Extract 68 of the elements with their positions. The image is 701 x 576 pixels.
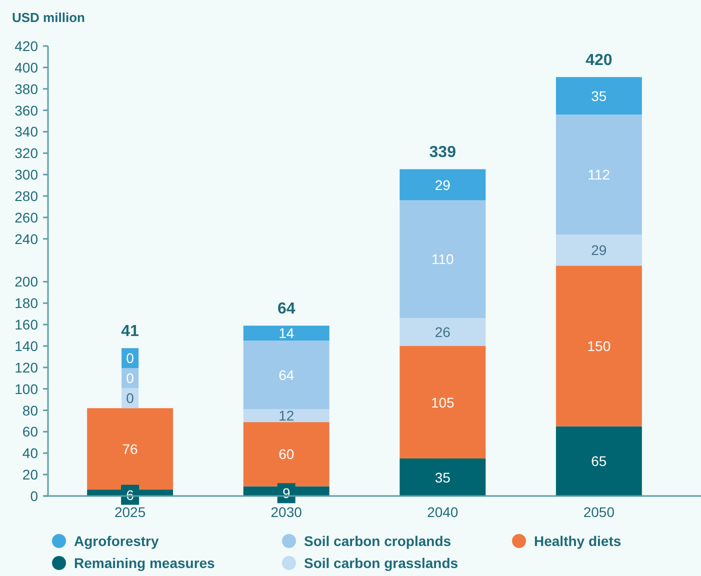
y-tick-label: 280	[14, 188, 38, 204]
bar	[243, 409, 330, 422]
data-label: 150	[587, 338, 611, 354]
y-tick-label: 40	[22, 445, 38, 462]
annotation: 64	[277, 300, 296, 318]
y-tick-label: 320	[14, 145, 38, 162]
y-tick-label: 160	[14, 316, 38, 333]
data-label: 0	[126, 390, 134, 406]
bar	[400, 200, 486, 318]
y-tick-label: 100	[14, 380, 38, 397]
bar	[556, 426, 642, 496]
y-tick-label: 260	[14, 209, 38, 226]
bar	[556, 234, 642, 266]
y-tick-label: 240	[14, 230, 38, 247]
bar	[400, 458, 486, 496]
y-tick-label: 60	[22, 424, 38, 440]
data-label: 105	[430, 394, 455, 410]
y-tick-label: 80	[22, 402, 38, 418]
y-tick-label: 120	[14, 359, 38, 376]
data-label: 110	[431, 251, 454, 268]
data-label: 65	[591, 453, 607, 470]
x-tick-label: 2025	[114, 504, 146, 520]
bar	[556, 114, 642, 235]
y-tick-label: 400	[14, 59, 38, 76]
bar	[243, 422, 330, 486]
data-label: 35	[591, 88, 607, 104]
data-label: 0	[126, 350, 134, 366]
x-tick-label: 2040	[427, 504, 458, 520]
legend-label: Agroforestry	[74, 533, 160, 549]
data-label: 64	[278, 366, 294, 383]
data-label: 14	[278, 325, 294, 342]
bar	[400, 318, 486, 346]
data-label: 0	[126, 370, 134, 386]
legend-label: Healthy diets	[534, 533, 622, 549]
bar	[556, 266, 642, 426]
annotation: 339	[429, 144, 456, 162]
y-tick-label: 420	[14, 38, 38, 54]
y-tick-label: 300	[14, 166, 38, 183]
y-tick-label: 0	[30, 488, 38, 504]
data-label: 112	[588, 166, 610, 183]
data-label: 35	[434, 469, 451, 486]
bar	[400, 346, 486, 458]
bar	[87, 408, 174, 490]
data-label: 29	[434, 176, 451, 193]
bar	[243, 340, 330, 410]
annotation: 420	[586, 52, 612, 70]
bar	[243, 326, 330, 341]
y-tick-label: 20	[22, 466, 38, 483]
x-tick-label: 2030	[270, 504, 302, 520]
y-tick-label: 340	[14, 124, 38, 140]
data-label: 76	[122, 440, 138, 457]
y-tick-label: 180	[14, 295, 38, 312]
annotation: 41	[121, 323, 140, 340]
legend-label: Soil carbon croplands	[304, 533, 452, 549]
y-tick-label: 140	[14, 338, 38, 354]
legend-label: Soil carbon grasslands	[304, 555, 458, 571]
y-axis-title: USD million	[12, 10, 86, 25]
data-label: 12	[278, 408, 294, 424]
data-label: 26	[434, 324, 451, 340]
data-label: 29	[591, 242, 607, 258]
data-label: 60	[278, 446, 294, 462]
x-tick-label: 2050	[583, 504, 615, 520]
bar	[556, 77, 642, 115]
y-tick-label: 380	[14, 80, 38, 97]
bar	[400, 169, 486, 200]
y-tick-label: 200	[14, 274, 38, 290]
legend-label: Remaining measures	[74, 555, 216, 571]
y-tick-label: 360	[14, 102, 38, 118]
